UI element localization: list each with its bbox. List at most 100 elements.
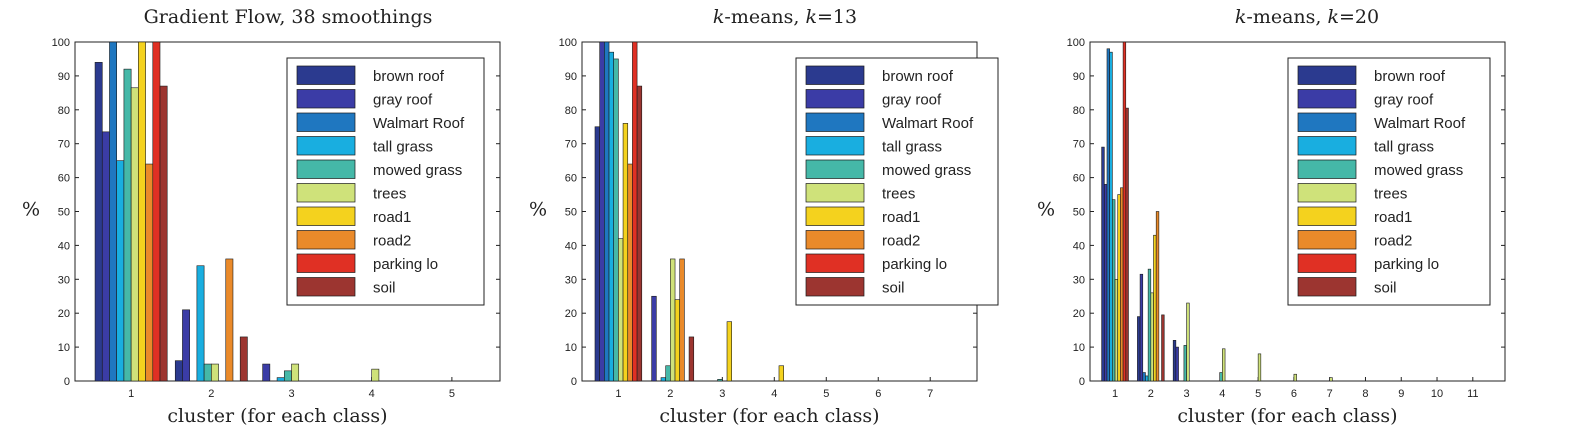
bar-mowed-grass-cluster-2: [1147, 268, 1152, 382]
chart-title: Gradient Flow, 38 smoothings: [144, 6, 433, 28]
chart-title: k-means, k=20: [1235, 6, 1379, 28]
legend-swatch: [296, 159, 356, 179]
x-tick-label: 11: [1467, 388, 1478, 400]
bar-walmart-roof-cluster-1: [1106, 48, 1110, 382]
legend-swatch: [1297, 112, 1357, 132]
y-tick-label: 0: [64, 376, 70, 388]
bar-parking-lo-cluster-1: [632, 41, 638, 382]
legend-swatch: [805, 230, 865, 250]
legend-swatch: [1297, 277, 1357, 297]
y-tick-label: 30: [565, 274, 577, 286]
x-tick-label: 1: [1112, 388, 1118, 400]
legend-label: brown roof: [882, 68, 954, 85]
bar-trees-cluster-2: [670, 258, 676, 382]
bar-trees-cluster-1: [618, 238, 624, 382]
legend-swatch: [296, 206, 356, 226]
bar-gray-roof-cluster-2: [1139, 273, 1144, 382]
x-tick-label: 3: [1184, 388, 1190, 400]
bar-gray-roof-cluster-1: [101, 131, 110, 382]
legend-swatch: [296, 183, 356, 203]
y-tick-label: 60: [1073, 173, 1085, 185]
y-tick-label: 10: [565, 342, 577, 354]
y-tick-label: 50: [1073, 207, 1085, 219]
x-tick-label: 4: [771, 388, 777, 400]
x-tick-label: 2: [208, 388, 214, 400]
bar-road1-cluster-1: [138, 41, 146, 382]
bar-gray-roof-cluster-3: [262, 363, 271, 382]
bar-trees-cluster-4: [371, 368, 380, 382]
chart-title-part: Gradient Flow, 38 smoothings: [144, 6, 433, 28]
legend-swatch: [296, 65, 356, 85]
bar-soil-cluster-1: [1125, 107, 1129, 382]
legend-label: road1: [1374, 209, 1412, 226]
legend-label: parking lo: [1374, 256, 1439, 273]
y-axis-label: %: [1037, 199, 1055, 221]
bar-trees-cluster-5: [1257, 353, 1262, 382]
y-tick-label: 60: [565, 173, 577, 185]
bar-tall-grass-cluster-2: [196, 265, 205, 382]
legend-label: brown roof: [373, 68, 445, 85]
y-tick-label: 80: [565, 105, 577, 117]
bar-brown-roof-cluster-2: [174, 360, 183, 382]
y-tick-label: 40: [58, 240, 70, 252]
x-tick-label: 5: [823, 388, 829, 400]
bar-brown-roof-cluster-1: [1101, 146, 1105, 382]
y-tick-label: 0: [1079, 376, 1085, 388]
bar-gray-roof-cluster-2: [651, 295, 657, 382]
chart-title-part: k: [805, 6, 817, 28]
legend-label: mowed grass: [1374, 162, 1463, 179]
legend-label: road1: [882, 209, 920, 226]
y-tick-label: 10: [1073, 342, 1085, 354]
bar-mowed-grass-cluster-3: [283, 370, 292, 382]
legend-label: trees: [882, 185, 915, 202]
bar-walmart-roof-cluster-1: [604, 41, 610, 382]
legend-swatch: [1297, 183, 1357, 203]
bar-road1-cluster-1: [622, 123, 629, 382]
bar-mowed-grass-cluster-2: [203, 363, 212, 382]
legend-label: mowed grass: [373, 162, 462, 179]
bar-road2-cluster-2: [1155, 211, 1160, 382]
legend-label: road2: [1374, 232, 1412, 249]
x-tick-label: 9: [1398, 388, 1404, 400]
bar-brown-roof-cluster-1: [94, 62, 103, 382]
bar-mowed-grass-cluster-3: [1183, 345, 1187, 382]
y-tick-label: 70: [58, 139, 70, 151]
y-tick-label: 0: [571, 376, 577, 388]
legend-swatch: [805, 183, 865, 203]
legend-label: soil: [1374, 279, 1397, 296]
y-tick-label: 30: [58, 274, 70, 286]
bar-tall-grass-cluster-1: [116, 160, 125, 382]
legend-label: soil: [373, 279, 396, 296]
legend-swatch: [1297, 253, 1357, 273]
bar-gray-roof-cluster-1: [1104, 184, 1108, 382]
x-tick-label: 5: [1255, 388, 1261, 400]
legend-swatch: [1297, 65, 1357, 85]
y-tick-label: 100: [559, 37, 577, 49]
bar-trees-cluster-3: [291, 363, 300, 382]
chart-title-part: =13: [817, 6, 857, 28]
x-axis-label: cluster (for each class): [167, 405, 387, 427]
y-tick-label: 80: [58, 105, 70, 117]
y-tick-label: 60: [58, 173, 70, 185]
chart-title-part: k: [1235, 6, 1247, 28]
legend-swatch: [1297, 89, 1357, 109]
x-tick-label: 4: [1219, 388, 1225, 400]
bar-parking-lo-cluster-1: [1122, 41, 1127, 382]
y-tick-label: 50: [58, 207, 70, 219]
legend-swatch: [1297, 159, 1357, 179]
y-tick-label: 10: [58, 342, 70, 354]
x-tick-label: 6: [875, 388, 881, 400]
bar-gray-roof-cluster-2: [182, 309, 190, 382]
legend: brown roof gray roof Walmart Roof tall gras…: [795, 57, 999, 306]
bar-trees-cluster-6: [1293, 373, 1297, 382]
x-axis-label: cluster (for each class): [659, 405, 879, 427]
legend-swatch: [296, 136, 356, 156]
y-tick-label: 40: [1073, 240, 1085, 252]
legend-swatch: [805, 112, 865, 132]
bar-trees-cluster-1: [130, 87, 139, 382]
y-tick-label: 100: [52, 37, 70, 49]
bar-trees-cluster-3: [1186, 302, 1190, 382]
legend-label: parking lo: [882, 256, 947, 273]
bar-mowed-grass-cluster-1: [613, 58, 619, 382]
bar-mowed-grass-cluster-1: [123, 68, 132, 382]
